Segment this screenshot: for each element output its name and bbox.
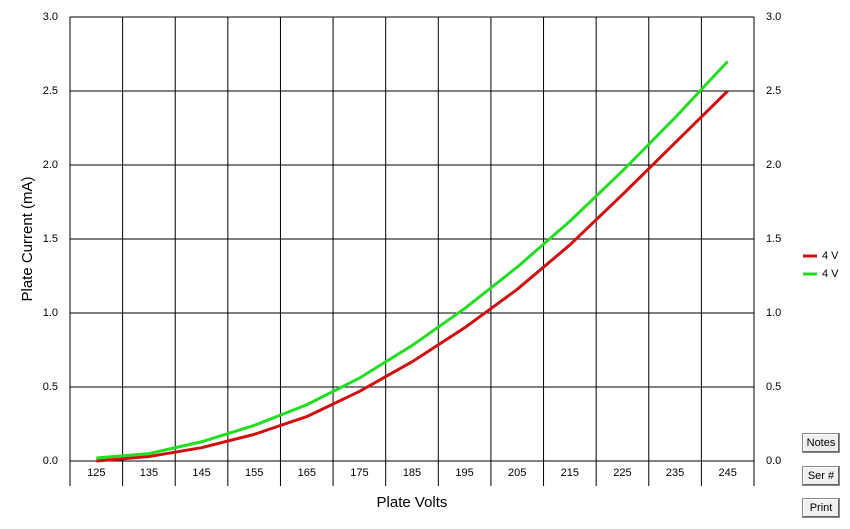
x-tick-label: 165 [298, 467, 316, 479]
serial-button[interactable]: Ser # [802, 466, 840, 486]
y2-tick-label: 1.0 [766, 307, 781, 319]
series-line [96, 89, 729, 463]
y-tick-label: 1.0 [43, 307, 58, 319]
legend-label: 4 V [822, 250, 839, 262]
print-button[interactable]: Print [802, 498, 840, 518]
x-axis-label: Plate Volts [377, 494, 448, 511]
x-tick-label: 185 [403, 467, 421, 479]
legend-label: 4 V [822, 268, 839, 280]
x-tick-label: 215 [561, 467, 579, 479]
x-tick-label: 205 [508, 467, 526, 479]
y2-tick-label: 3.0 [766, 11, 781, 23]
x-tick-label: 245 [719, 467, 737, 479]
y-tick-label: 0.0 [43, 455, 58, 467]
x-tick-label: 155 [245, 467, 263, 479]
y-tick-label: 2.5 [43, 85, 58, 97]
y-tick-label: 1.5 [43, 233, 58, 245]
y-axis-label: Plate Current (mA) [19, 176, 36, 301]
y2-tick-label: 2.5 [766, 85, 781, 97]
x-tick-label: 195 [455, 467, 473, 479]
x-tick-label: 175 [350, 467, 368, 479]
x-tick-label: 145 [192, 467, 210, 479]
y2-tick-label: 0.5 [766, 381, 781, 393]
y2-tick-label: 2.0 [766, 159, 781, 171]
y2-tick-label: 0.0 [766, 455, 781, 467]
notes-button[interactable]: Notes [802, 433, 840, 453]
x-tick-label: 125 [87, 467, 105, 479]
x-tick-label: 135 [140, 467, 158, 479]
x-tick-label: 225 [613, 467, 631, 479]
y-tick-label: 3.0 [43, 11, 58, 23]
y-tick-label: 0.5 [43, 381, 58, 393]
y-tick-label: 2.0 [43, 159, 58, 171]
x-tick-label: 235 [666, 467, 684, 479]
series-line [96, 60, 729, 460]
y2-tick-label: 1.5 [766, 233, 781, 245]
